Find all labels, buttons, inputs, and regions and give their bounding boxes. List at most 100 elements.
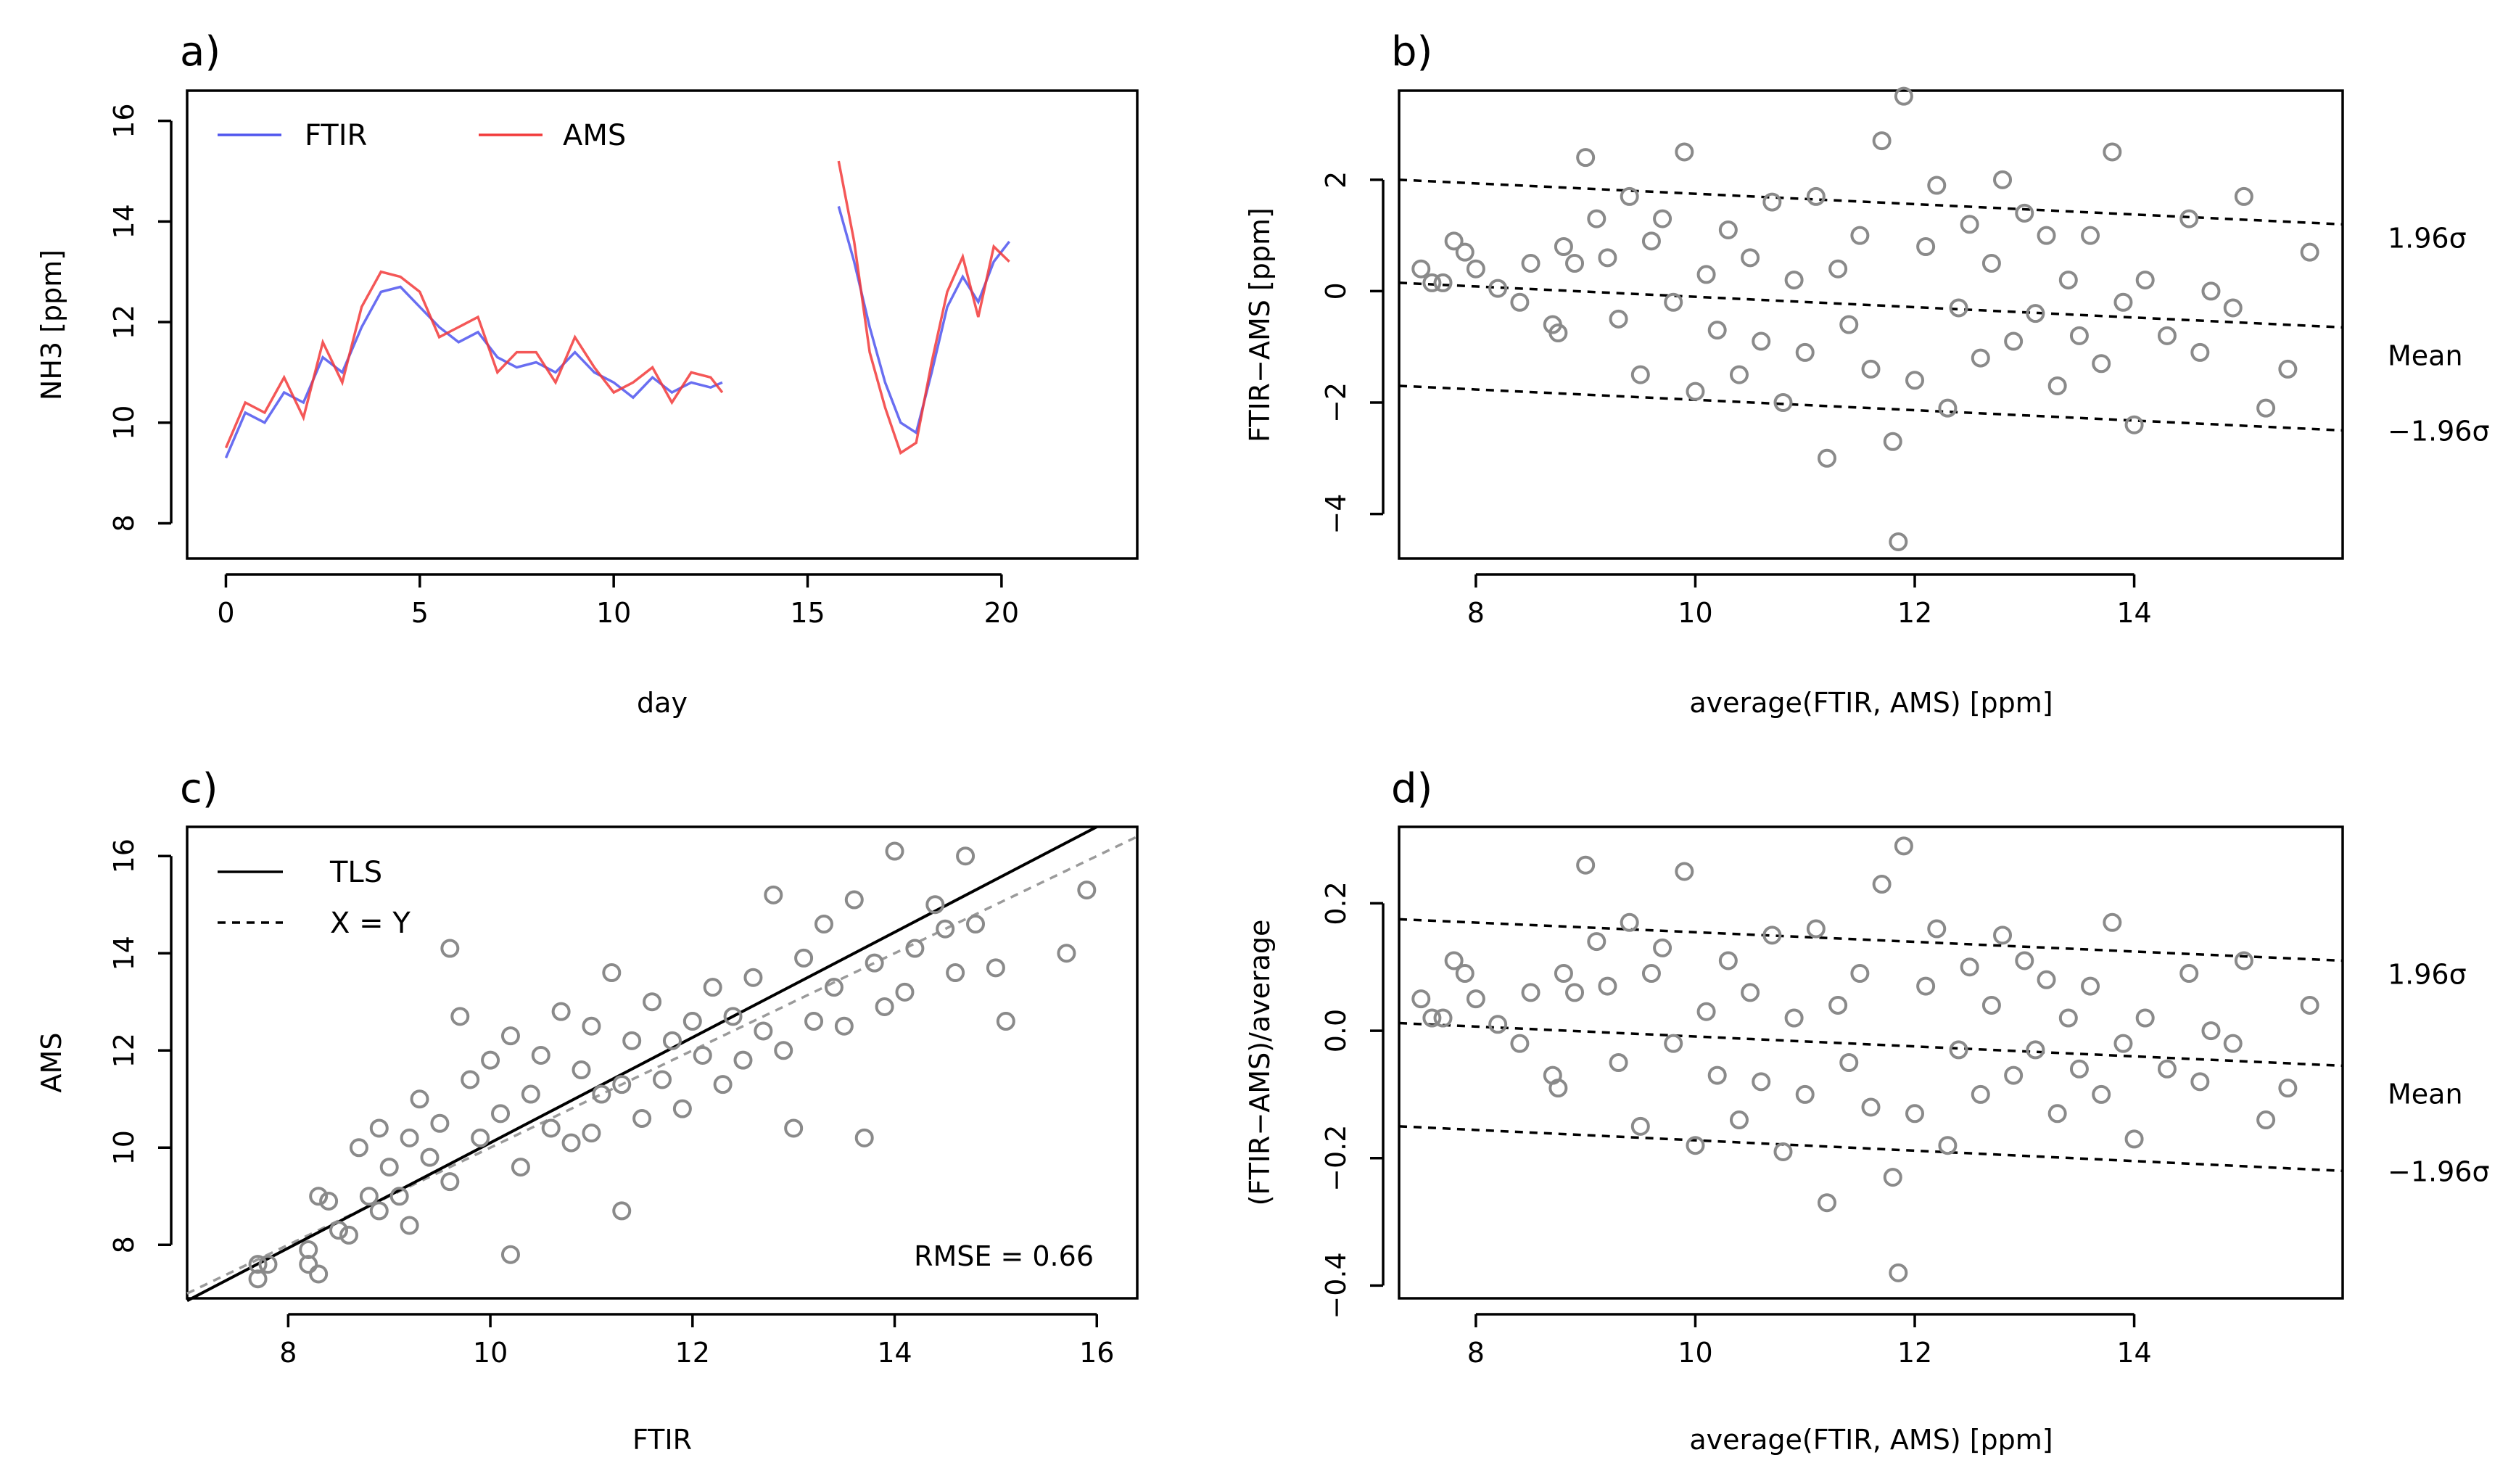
x-tick-label: 14	[2116, 597, 2151, 629]
x-tick-label: 14	[2116, 1337, 2151, 1369]
panel-d-label: d)	[1391, 765, 1432, 812]
y-tick-label: 16	[108, 103, 140, 138]
x-tick-label: 0	[217, 597, 234, 629]
panel-d-ylabel: (FTIR−AMS)/average	[1244, 920, 1276, 1206]
data-point	[450, 1007, 470, 1026]
data-point	[400, 1216, 419, 1235]
data-point	[1466, 989, 1485, 1009]
data-point	[2223, 298, 2243, 318]
data-point	[572, 1060, 591, 1080]
x-tick-label: 10	[596, 597, 631, 629]
panel-b-frame	[1398, 89, 2344, 560]
data-point	[500, 1026, 520, 1046]
data-point	[1641, 964, 1661, 984]
data-point	[1752, 1072, 1771, 1092]
data-point	[2092, 354, 2111, 374]
data-point	[481, 1050, 500, 1070]
data-point	[1741, 983, 1760, 1002]
data-point	[1960, 957, 1979, 977]
panel-c-ticks: 8 10 12 14 16 8 10 12 14 16	[108, 838, 1114, 1369]
data-point	[389, 1187, 409, 1206]
data-point	[1817, 448, 1836, 468]
data-point	[1762, 192, 1782, 212]
data-point	[794, 948, 814, 968]
reference-line	[1398, 384, 2343, 432]
data-point	[1707, 321, 1727, 340]
y-tick-label: −4	[1320, 494, 1352, 535]
data-point	[592, 1084, 611, 1104]
x-tick-label: 8	[1467, 597, 1485, 629]
data-point	[672, 1099, 692, 1118]
data-point	[733, 1050, 753, 1070]
data-point	[622, 1031, 642, 1050]
data-point	[309, 1187, 329, 1206]
data-point	[339, 1225, 358, 1245]
data-point	[521, 1084, 540, 1104]
x-tick-label: 14	[877, 1337, 912, 1369]
rmse-annotation: RMSE = 0.66	[914, 1240, 1094, 1272]
data-point	[440, 1172, 460, 1192]
data-point	[1806, 919, 1826, 939]
x-tick-label: 5	[411, 597, 429, 629]
data-point	[2058, 271, 2078, 290]
data-point	[1938, 398, 1958, 418]
data-point	[2081, 976, 2100, 996]
data-point	[1981, 995, 2001, 1015]
data-point	[2190, 342, 2210, 362]
data-point	[369, 1201, 389, 1221]
y-tick-label: −0.2	[1320, 1125, 1352, 1192]
data-point	[400, 1128, 419, 1147]
data-point	[1927, 176, 1947, 195]
data-point	[379, 1158, 399, 1177]
data-point	[1718, 951, 1738, 970]
data-point	[2190, 1072, 2210, 1092]
data-point	[2135, 1008, 2155, 1028]
data-point	[309, 1264, 329, 1284]
data-point	[1806, 186, 1826, 206]
data-point	[2037, 970, 2056, 989]
data-point	[2026, 304, 2045, 323]
data-point	[1609, 1053, 1628, 1072]
data-point	[2037, 226, 2056, 245]
y-tick-label: 16	[108, 838, 140, 873]
y-tick-label: 10	[108, 1130, 140, 1165]
data-point	[1686, 1136, 1705, 1155]
data-point	[693, 1045, 712, 1065]
data-point	[2103, 142, 2122, 162]
tls-line	[186, 825, 1098, 1303]
x-tick-label: 12	[1897, 597, 1932, 629]
data-point	[1466, 259, 1485, 279]
x-tick-label: 8	[279, 1337, 297, 1369]
data-point	[1971, 348, 1990, 368]
data-point	[936, 919, 955, 939]
reference-line-label: Mean	[2388, 339, 2463, 371]
legend-ftir-label: FTIR	[305, 119, 367, 152]
data-point	[1630, 365, 1650, 384]
data-point	[1752, 331, 1771, 351]
data-point	[885, 841, 904, 861]
y-tick-label: 14	[108, 936, 140, 970]
data-point	[369, 1118, 389, 1138]
data-point	[1729, 1110, 1749, 1130]
data-point	[329, 1221, 349, 1240]
reference-line	[1398, 1021, 2343, 1068]
data-point	[1422, 273, 1442, 292]
data-point	[2179, 964, 2199, 984]
reference-line-label: Mean	[2388, 1078, 2463, 1110]
data-point	[1889, 1263, 1908, 1282]
panel-d: d) 8 10 12 14 −0.4 −0.2 0.0 0.2 1.96σ Mean −1.96σ…	[1244, 765, 2490, 1456]
data-point	[1510, 1034, 1530, 1053]
data-point	[2113, 1034, 2133, 1053]
data-point	[966, 915, 986, 934]
data-point	[1609, 309, 1628, 329]
data-point	[1889, 532, 1908, 551]
data-point	[2157, 326, 2177, 345]
data-point	[1653, 938, 1672, 957]
data-point	[2058, 1008, 2078, 1028]
panel-a: a) 0 5 10 15 20 8 10 12 14 16 FTIR AMS day NH3 [p…	[36, 28, 1139, 719]
panel-c-points	[248, 841, 1097, 1289]
panel-c-label: c)	[180, 765, 218, 812]
data-point	[2069, 1059, 2089, 1079]
data-point	[2278, 359, 2298, 379]
data-point	[1576, 855, 1596, 875]
